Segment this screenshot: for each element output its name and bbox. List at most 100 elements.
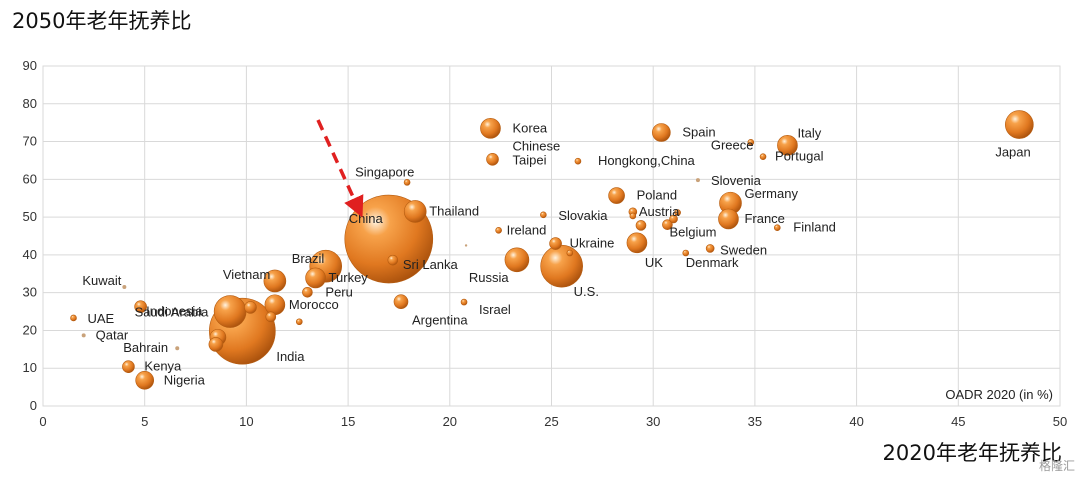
x-tick-label: 5 [141, 414, 148, 429]
label-thailand: Thailand [429, 203, 479, 218]
y-tick-label: 20 [23, 322, 37, 337]
watermark: 格隆汇 [1039, 458, 1075, 473]
label-morocco: Morocco [289, 297, 339, 312]
bubbles [70, 110, 1034, 390]
bubble-bahrain [175, 346, 180, 351]
y-tick-label: 80 [23, 96, 37, 111]
label-ireland: Ireland [507, 222, 547, 237]
bubble-israel [460, 298, 468, 306]
bubble-slovakia [540, 211, 547, 219]
y-tick-label: 70 [23, 134, 37, 149]
label-vietnam: Vietnam [223, 267, 270, 282]
bubble-spain [652, 123, 671, 142]
pointer-arrow [316, 119, 364, 218]
bubble-unlabeled [674, 209, 681, 216]
bubble-peru [302, 286, 313, 298]
label-japan: Japan [995, 145, 1030, 160]
bubble-sri-lanka [387, 254, 399, 266]
bubble-unlabeled [208, 337, 224, 352]
bubble-italy [777, 135, 798, 156]
bubble-morocco [264, 294, 286, 316]
bubble-ukraine [549, 237, 562, 250]
y-tick-label: 90 [23, 58, 37, 73]
y-tick-label: 10 [23, 360, 37, 375]
label-bahrain: Bahrain [123, 340, 168, 355]
bubble-kuwait [122, 285, 127, 289]
x-axis-title: 2020年老年抚养比 [883, 441, 1062, 465]
label-argentina: Argentina [412, 313, 468, 328]
label-israel: Israel [479, 302, 511, 317]
bubble-chinese-taipei [486, 153, 499, 166]
x-tick-label: 15 [341, 414, 355, 429]
bubble-singapore [403, 179, 411, 186]
y-tick-label: 50 [23, 209, 37, 224]
bubble-sweden [705, 244, 715, 253]
label-india: India [276, 349, 305, 364]
label-greece: Greece [711, 137, 754, 152]
y-tick-label: 30 [23, 285, 37, 300]
y-tick-label: 60 [23, 171, 37, 186]
label-nigeria: Nigeria [164, 372, 206, 387]
bubble-poland [608, 187, 625, 204]
label-korea: Korea [512, 120, 547, 135]
x-tick-label: 30 [646, 414, 660, 429]
label-u-s: U.S. [574, 284, 599, 299]
bubble-unlabeled [629, 212, 637, 220]
bubble-ireland [495, 227, 502, 234]
bubble-qatar [81, 333, 86, 338]
label-austria: Austria [639, 204, 680, 219]
bubble-japan [1005, 110, 1034, 139]
label-denmark: Denmark [686, 255, 739, 270]
bubble-unlabeled [566, 249, 574, 257]
bubble-argentina [393, 294, 409, 310]
label-russia: Russia [469, 270, 510, 285]
label-saudi-arabia: Saudi Arabia [135, 305, 209, 320]
label-brazil: Brazil [292, 251, 325, 266]
label-singapore: Singapore [355, 164, 414, 179]
label-ukraine: Ukraine [570, 236, 615, 251]
bubble-slovenia [695, 178, 700, 183]
bubble-unlabeled [244, 301, 257, 314]
bubble-uk [626, 232, 648, 254]
bubble-kenya [122, 360, 135, 374]
bubble-korea [480, 118, 501, 139]
bubble-greece [747, 139, 755, 146]
label-uae: UAE [88, 311, 115, 326]
bubble-indonesia [213, 295, 247, 328]
x-tick-label: 45 [951, 414, 965, 429]
x-axis-ticks: 0 5 10 15 20 25 30 35 40 45 50 [39, 414, 1067, 429]
x-tick-label: 20 [443, 414, 457, 429]
bubble-nigeria [135, 371, 154, 390]
y-tick-label: 0 [30, 398, 37, 413]
bubble-labels: Japan Italy Greece Portugal Spain Korea Chines… [82, 120, 1030, 387]
bubble-turkey [305, 267, 326, 289]
label-spain: Spain [682, 124, 715, 139]
label-indonesia: Indonesia [146, 304, 203, 319]
bubble-russia [504, 247, 530, 273]
x-tick-label: 50 [1053, 414, 1067, 429]
bubble-unlabeled [295, 318, 303, 326]
label-kenya: Kenya [144, 359, 182, 374]
label-hongkong-china: Hongkong,China [598, 153, 696, 168]
bubble-denmark [682, 249, 690, 257]
bubble-saudi-arabia [134, 300, 147, 313]
x-tick-label: 0 [39, 414, 46, 429]
label-italy: Italy [797, 125, 821, 140]
y-tick-label: 40 [23, 247, 37, 262]
label-china: China [349, 211, 384, 226]
label-poland: Poland [637, 188, 677, 203]
label-kuwait: Kuwait [82, 273, 121, 288]
axis-note: OADR 2020 (in %) [945, 387, 1053, 402]
label-slovakia: Slovakia [558, 208, 608, 223]
label-qatar: Qatar [96, 327, 129, 342]
label-belgium: Belgium [669, 225, 716, 240]
bubble-vietnam [263, 269, 287, 293]
x-tick-label: 25 [544, 414, 558, 429]
bubble-unlabeled [464, 244, 468, 247]
label-turkey: Turkey [329, 270, 369, 285]
bubble-finland [773, 224, 781, 231]
label-slovenia: Slovenia [711, 173, 762, 188]
bubble-unlabeled [635, 220, 647, 231]
bubble-unlabeled [265, 311, 277, 323]
